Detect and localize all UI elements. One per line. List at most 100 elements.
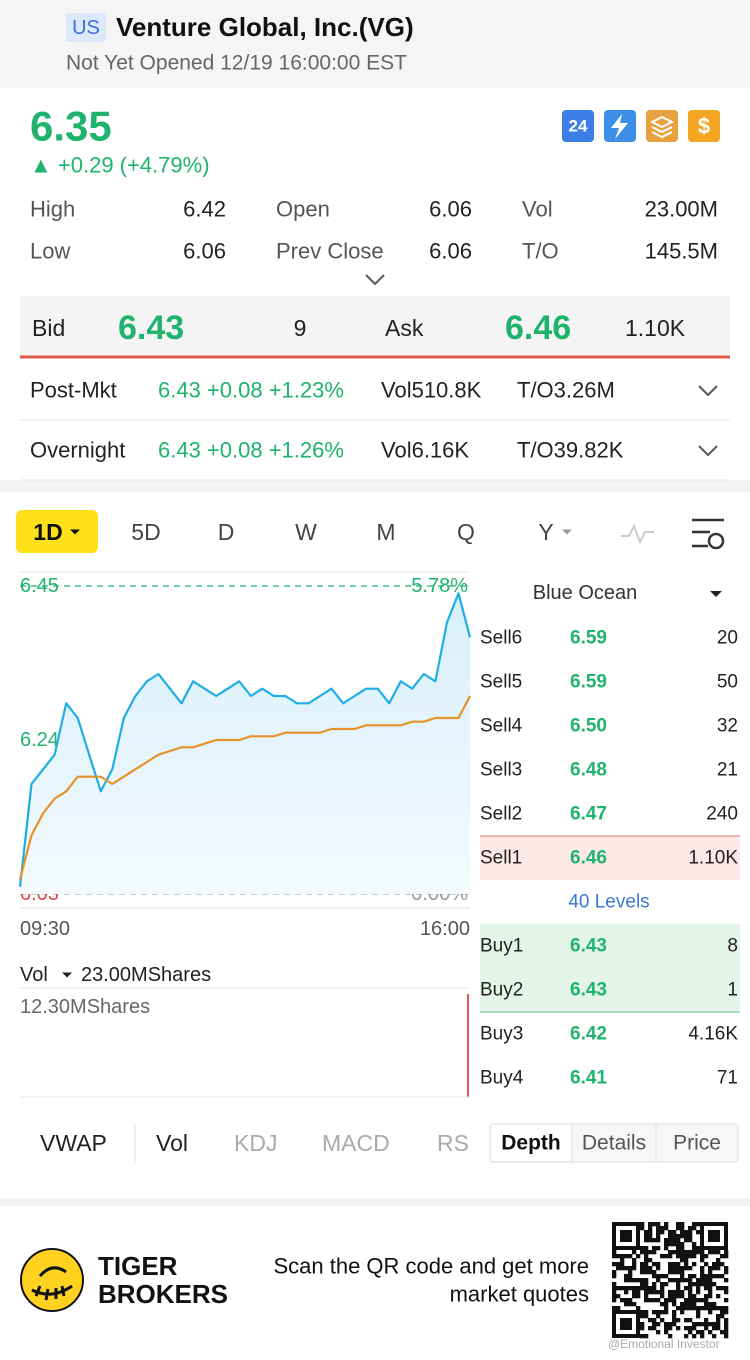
qr-cell [624, 1254, 629, 1259]
x-tick-label: 09:30 [20, 918, 70, 940]
qr-cell [644, 1310, 649, 1315]
qr-cell [724, 1310, 729, 1315]
qr-cell [672, 1238, 677, 1243]
qr-cell [680, 1310, 685, 1315]
qr-cell [716, 1294, 721, 1299]
period-tab[interactable]: Q [457, 519, 475, 545]
qr-cell [680, 1246, 685, 1251]
qr-cell [692, 1254, 697, 1259]
qr-cell [664, 1282, 669, 1287]
qr-cell [632, 1286, 637, 1291]
qr-cell [644, 1334, 649, 1339]
qr-cell [644, 1270, 649, 1275]
book-tab[interactable]: Details [582, 1132, 646, 1155]
qr-cell [628, 1274, 633, 1279]
stat-value: 23.00M [645, 197, 718, 222]
qr-cell [712, 1306, 717, 1311]
period-tab[interactable]: 1D [33, 519, 62, 545]
period-tab[interactable]: Y [538, 519, 553, 545]
book-venue[interactable]: Blue Ocean [533, 582, 638, 604]
qr-cell [668, 1322, 673, 1327]
book-tab[interactable]: Price [673, 1132, 721, 1155]
stat-label: High [30, 197, 75, 222]
qr-finder [620, 1230, 632, 1242]
qr-cell [652, 1310, 657, 1315]
qr-cell [660, 1302, 665, 1307]
indicator-tab[interactable]: Vol [156, 1130, 188, 1156]
qr-cell [716, 1274, 721, 1279]
stat-label: Prev Close [276, 239, 384, 264]
qr-cell [700, 1250, 705, 1255]
qr-cell [612, 1262, 617, 1267]
qr-cell [660, 1318, 665, 1323]
extended-field: Post-Mkt [30, 378, 117, 403]
book-tab-active [491, 1125, 572, 1161]
indicator-tab[interactable]: MACD [322, 1130, 390, 1156]
book-label: Sell5 [480, 672, 522, 693]
qr-cell [668, 1234, 673, 1239]
qr-cell [712, 1250, 717, 1255]
qr-cell [692, 1306, 697, 1311]
qr-cell [692, 1262, 697, 1267]
qr-cell [716, 1262, 721, 1267]
period-tab[interactable]: M [376, 519, 395, 545]
qr-cell [628, 1298, 633, 1303]
price-line [18, 592, 472, 887]
qr-cell [676, 1278, 681, 1283]
qr-cell [680, 1242, 685, 1247]
qr-cell [676, 1226, 681, 1231]
qr-cell [644, 1258, 649, 1263]
badge-24h-text: 24 [569, 117, 588, 136]
qr-cell [648, 1222, 653, 1227]
qr-cell [680, 1270, 685, 1275]
book-label: Sell4 [480, 716, 523, 737]
book-label: Buy3 [480, 1024, 523, 1045]
bid-ask-price: 6.43 [118, 309, 184, 347]
period-tab[interactable]: W [295, 519, 317, 545]
stat-value: 6.06 [429, 239, 472, 264]
book-label: Buy2 [480, 980, 523, 1001]
qr-cell [612, 1290, 617, 1295]
qr-cell [656, 1230, 661, 1235]
section-gap [0, 480, 750, 492]
period-tab[interactable]: 5D [131, 519, 160, 545]
badge-dollar-text: $ [698, 114, 710, 139]
qr-cell [724, 1298, 729, 1303]
qr-cell [684, 1318, 689, 1323]
qr-cell [676, 1286, 681, 1291]
qr-cell [644, 1266, 649, 1271]
qr-cell [628, 1254, 633, 1259]
qr-cell [640, 1262, 645, 1267]
dropdown-icon [562, 529, 572, 535]
brand-logo [20, 1248, 84, 1312]
qr-cell [712, 1322, 717, 1327]
qr-cell [656, 1262, 661, 1267]
qr-cell [660, 1254, 665, 1259]
chevron-icon [698, 445, 718, 457]
book-tab[interactable]: Depth [501, 1132, 561, 1155]
stat-value: 145.5M [645, 239, 718, 264]
qr-cell [620, 1286, 625, 1291]
period-tab[interactable]: D [218, 519, 235, 545]
qr-cell [636, 1286, 641, 1291]
qr-cell [720, 1274, 725, 1279]
qr-cell [708, 1286, 713, 1291]
book-size: 4.16K [688, 1024, 738, 1045]
qr-cell [684, 1306, 689, 1311]
settings-icon[interactable] [692, 518, 724, 548]
qr-cell [680, 1254, 685, 1259]
qr-cell [652, 1238, 657, 1243]
bid-ask-text: Ask [385, 315, 424, 341]
qr-cell [724, 1250, 729, 1255]
indicator-tab[interactable]: RS [437, 1130, 469, 1156]
book-levels[interactable]: 40 Levels [568, 892, 649, 913]
indicator-tab[interactable]: KDJ [234, 1130, 277, 1156]
bid-ask-text: 9 [294, 315, 307, 341]
qr-cell [716, 1322, 721, 1327]
book-price: 6.50 [570, 716, 607, 737]
indicator-tab[interactable]: VWAP [40, 1130, 107, 1156]
qr-cell [716, 1314, 721, 1319]
qr-cell [628, 1286, 633, 1291]
period-tab-active[interactable] [16, 510, 98, 553]
qr-cell [704, 1294, 709, 1299]
